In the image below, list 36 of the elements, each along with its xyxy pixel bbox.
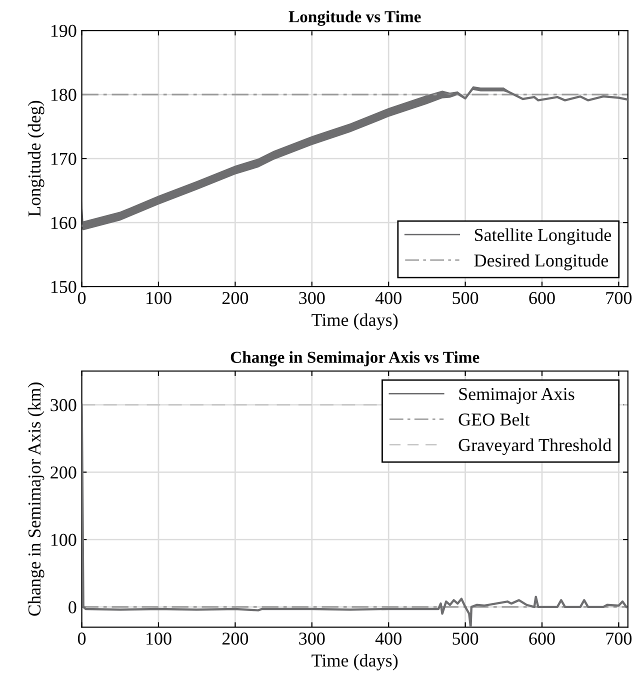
- y-tick-label: 150: [51, 280, 76, 294]
- x-tick-label: 100: [146, 632, 172, 645]
- x-tick-label: 600: [529, 292, 555, 304]
- x-tick-label: 200: [222, 292, 248, 304]
- x-tick-label: 0: [78, 292, 86, 304]
- y-tick-label: 0: [68, 601, 76, 614]
- x-tick-label: 600: [529, 632, 555, 645]
- legend-label: GEO Belt: [458, 412, 530, 426]
- y-tick-label: 200: [50, 466, 76, 479]
- y-axis-title: Longitude (deg): [28, 100, 44, 216]
- x-tick-label: 400: [375, 292, 402, 304]
- x-tick-label: 500: [452, 292, 478, 304]
- y-axis-title: Change in Semimajor Axis (km): [28, 382, 44, 616]
- legend-label: Desired Longitude: [474, 254, 608, 270]
- chart-title: Longitude vs Time: [288, 10, 421, 26]
- x-axis-title: Time (days): [312, 313, 398, 330]
- legend-label: Graveyard Threshold: [458, 438, 612, 455]
- x-axis-title: Time (days): [312, 654, 398, 670]
- x-tick-label: 100: [146, 292, 172, 304]
- x-tick-label: 300: [299, 292, 325, 304]
- y-tick-label: 170: [51, 152, 76, 165]
- x-tick-label: 300: [299, 632, 325, 645]
- x-tick-label: 700: [606, 292, 632, 304]
- y-tick-label: 160: [51, 216, 76, 230]
- y-tick-label: 100: [51, 534, 76, 546]
- legend-label: Satellite Longitude: [474, 228, 612, 245]
- x-tick-label: 400: [375, 632, 402, 645]
- x-tick-label: 500: [452, 632, 478, 645]
- x-tick-label: 200: [222, 632, 248, 645]
- x-tick-label: 0: [78, 632, 86, 645]
- y-tick-label: 180: [51, 88, 76, 101]
- chart-title: Change in Semimajor Axis vs Time: [230, 351, 480, 366]
- legend-label: Semimajor Axis: [459, 388, 574, 404]
- y-tick-label: 300: [50, 399, 76, 412]
- x-tick-label: 700: [606, 632, 632, 645]
- y-tick-label: 190: [51, 24, 76, 37]
